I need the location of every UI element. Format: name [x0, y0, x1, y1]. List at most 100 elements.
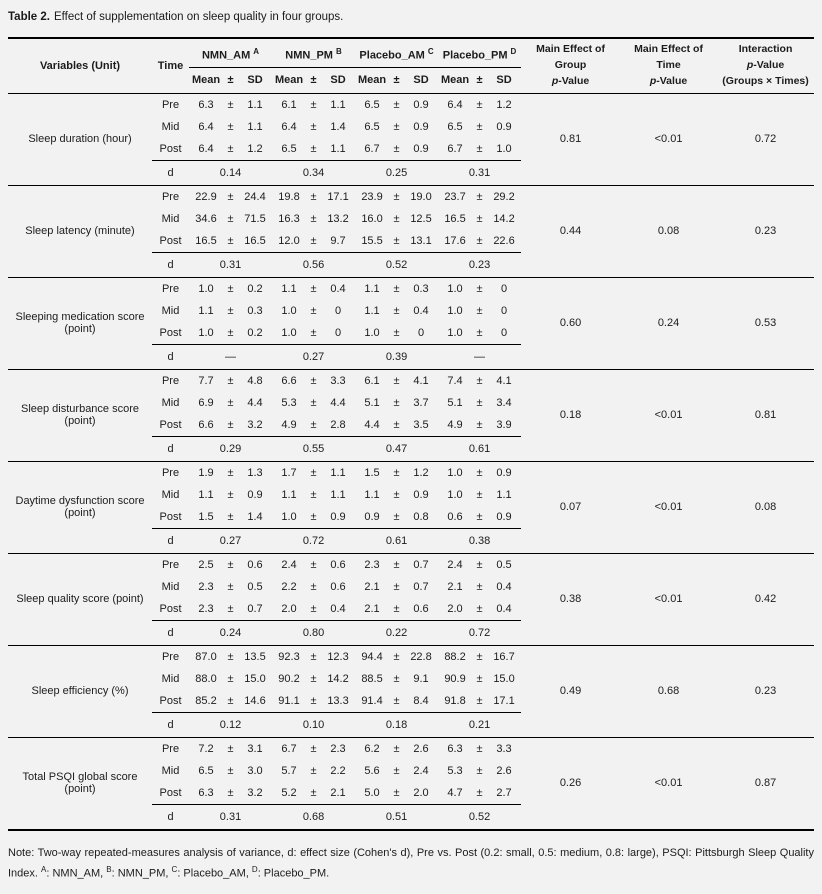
variable-block: Sleep quality score (point) Pre 2.5 ±0.6 2.4… — [8, 553, 815, 646]
mean-value: 1.1 — [364, 304, 380, 317]
plus-minus-sign: ± — [227, 558, 234, 571]
variable-block: Sleep duration (hour) Pre 6.3 ±1.1 6.1 ±1.1 6.… — [8, 93, 815, 186]
plus-minus-sign: ± — [393, 120, 400, 133]
plus-minus-sign: ± — [310, 120, 317, 133]
variable-name: Sleep duration (hour) — [28, 133, 132, 146]
time-label: Pre — [161, 742, 180, 755]
time-label: Post — [159, 234, 182, 247]
plus-minus-sign: ± — [476, 418, 483, 431]
sd-value: 19.0 — [410, 190, 432, 203]
effect-size-value: 0.72 — [272, 527, 356, 554]
sd-value: 4.4 — [247, 396, 263, 409]
plus-minus-sign: ± — [393, 558, 400, 571]
plus-minus-sign: ± — [227, 418, 234, 431]
p-interaction-value: 0.81 — [754, 409, 777, 422]
d-label: d — [152, 251, 189, 278]
effect-size-value: 0.12 — [189, 711, 273, 738]
sd-value: 2.0 — [413, 786, 429, 799]
mean-value: 19.8 — [278, 190, 300, 203]
effect-size-value: 0.47 — [355, 435, 439, 462]
mean-value: 6.2 — [364, 742, 380, 755]
plus-minus-sign: ± — [476, 764, 483, 777]
mean-value: 1.1 — [364, 488, 380, 501]
variable-block: Total PSQI global score (point) Pre 7.2 ±3.… — [8, 737, 815, 830]
plus-minus-sign: ± — [227, 326, 234, 339]
sd-value: 0.6 — [330, 580, 346, 593]
sd-value: 1.2 — [496, 98, 512, 111]
mean-value: 0.6 — [447, 510, 463, 523]
sd-value: 1.1 — [330, 98, 346, 111]
col-header-plus-minus: ± — [310, 73, 317, 86]
time-label: Pre — [161, 650, 180, 663]
mean-value: 87.0 — [195, 650, 217, 663]
sd-value: 14.2 — [493, 212, 515, 225]
mean-value: 5.3 — [447, 764, 463, 777]
sd-value: 2.2 — [330, 764, 346, 777]
mean-value: 1.1 — [364, 282, 380, 295]
mean-value: 88.2 — [444, 650, 466, 663]
table-row: Sleep quality score (point) Pre 2.5 ±0.6 2.4… — [8, 553, 814, 606]
mean-value: 1.7 — [281, 466, 297, 479]
plus-minus-sign: ± — [393, 304, 400, 317]
table-row: Sleeping medication score (point) Pre 1.0 ±… — [8, 277, 814, 336]
effect-size-value: 0.68 — [272, 803, 356, 830]
sd-value: 0 — [500, 304, 508, 317]
p-time-value: 0.68 — [657, 685, 680, 698]
sd-value: 14.6 — [244, 694, 266, 707]
p-value-label: p-Value — [746, 58, 785, 71]
plus-minus-sign: ± — [476, 282, 483, 295]
time-label: Post — [159, 142, 182, 155]
group-name: NMN_PM — [285, 49, 333, 62]
sd-value: 0.3 — [247, 304, 263, 317]
plus-minus-sign: ± — [476, 234, 483, 247]
plus-minus-sign: ± — [310, 466, 317, 479]
plus-minus-sign: ± — [476, 510, 483, 523]
effect-size-value: — — [438, 343, 522, 370]
variable-name: Sleep latency (minute) — [25, 225, 135, 238]
d-label: d — [152, 619, 189, 646]
plus-minus-sign: ± — [227, 672, 234, 685]
variable-block: Sleeping medication score (point) Pre 1.0 ±… — [8, 277, 815, 370]
sd-value: 0.9 — [330, 510, 346, 523]
sd-value: 2.1 — [330, 786, 346, 799]
table-row: Total PSQI global score (point) Pre 7.2 ±3.… — [8, 737, 814, 796]
mean-value: 6.4 — [198, 142, 214, 155]
plus-minus-sign: ± — [393, 190, 400, 203]
plus-minus-sign: ± — [476, 212, 483, 225]
plus-minus-sign: ± — [393, 326, 400, 339]
time-label: Mid — [161, 120, 180, 133]
p-group-value: 0.38 — [559, 593, 582, 606]
col-header-plus-minus: ± — [227, 73, 234, 86]
mean-value: 0.9 — [364, 510, 380, 523]
p-interaction-value: 0.08 — [754, 501, 777, 514]
table-row: Post 6.6 ±3.2 4.9 ±2.8 4.4 ±3.5 4.9 ±3.9 — [8, 414, 814, 437]
d-label: d — [152, 159, 189, 186]
table-row: Mid 6.9 ±4.4 5.3 ±4.4 5.1 ±3.7 5.1 ±3.4 — [8, 392, 814, 414]
interaction-title: Interaction — [738, 43, 793, 56]
mean-value: 16.3 — [278, 212, 300, 225]
sd-value: 0.5 — [247, 580, 263, 593]
effect-size-value: 0.27 — [272, 343, 356, 370]
p-time-value: <0.01 — [654, 409, 683, 422]
sd-value: 13.1 — [410, 234, 432, 247]
variable-name: Total PSQI global score (point) — [22, 771, 138, 796]
effect-size-value: 0.34 — [272, 159, 356, 186]
effect-size-value: 0.18 — [355, 711, 439, 738]
sd-value: 3.0 — [247, 764, 263, 777]
plus-minus-sign: ± — [393, 418, 400, 431]
plus-minus-sign: ± — [476, 742, 483, 755]
col-header-mean: Mean — [357, 73, 387, 86]
table-row: Post 16.5 ±16.5 12.0 ±9.7 15.5 ±13.1 17.6 ±22.6 — [8, 230, 814, 253]
plus-minus-sign: ± — [310, 602, 317, 615]
table-number: Table 2. — [8, 11, 50, 23]
mean-value: 5.0 — [364, 786, 380, 799]
sd-value: 0.2 — [247, 282, 263, 295]
table-row: Post 1.5 ±1.4 1.0 ±0.9 0.9 ±0.8 0.6 ±0.9 — [8, 506, 814, 529]
p-time-value: <0.01 — [654, 777, 683, 790]
sd-value: 3.2 — [247, 418, 263, 431]
plus-minus-sign: ± — [393, 212, 400, 225]
time-label: Pre — [161, 98, 180, 111]
plus-minus-sign: ± — [227, 694, 234, 707]
col-header-p-group: Main Effect of Group p-Value — [521, 38, 620, 93]
d-label: d — [152, 711, 189, 738]
